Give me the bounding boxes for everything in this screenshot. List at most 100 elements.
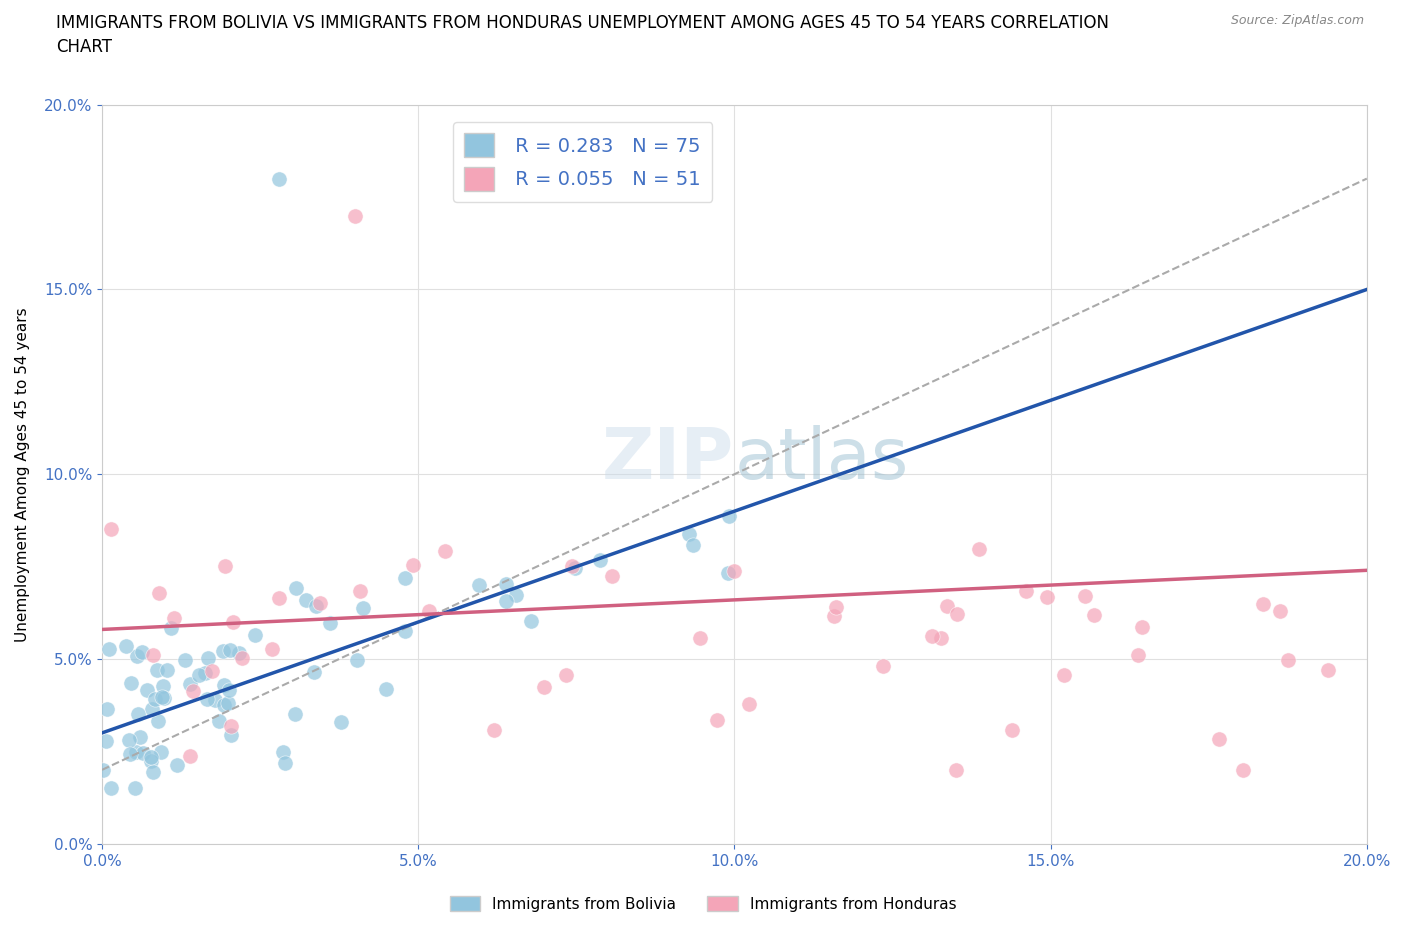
Point (118, 747, 141, 762)
Point (1251, 597, 1274, 612)
Point (295, 592, 318, 607)
Point (1277, 653, 1299, 668)
Point (200, 664, 222, 679)
Point (1015, 584, 1038, 599)
Point (125, 745, 148, 760)
Point (141, 750, 163, 764)
Point (495, 577, 517, 591)
Point (222, 615, 245, 630)
Point (533, 680, 555, 695)
Point (433, 544, 456, 559)
Point (212, 698, 235, 712)
Point (96, 702, 118, 717)
Point (143, 692, 166, 707)
Point (1053, 668, 1076, 683)
Point (402, 558, 425, 573)
Point (1130, 620, 1153, 635)
Point (302, 664, 325, 679)
Point (564, 560, 586, 575)
Point (936, 599, 959, 614)
Point (319, 615, 342, 630)
Point (394, 571, 416, 586)
Point (561, 558, 583, 573)
Point (1036, 590, 1059, 604)
Point (132, 745, 155, 760)
Point (375, 682, 398, 697)
Point (271, 745, 294, 760)
Point (738, 697, 761, 711)
Point (163, 610, 186, 625)
Point (921, 629, 943, 644)
Point (148, 713, 170, 728)
Point (142, 647, 165, 662)
Point (160, 620, 183, 635)
Point (945, 763, 967, 777)
Point (141, 764, 163, 779)
Point (218, 683, 240, 698)
Point (418, 604, 440, 618)
Point (221, 719, 243, 734)
Point (152, 678, 174, 693)
Point (96, 733, 118, 748)
Point (349, 584, 371, 599)
Point (267, 591, 290, 606)
Point (212, 677, 235, 692)
Point (118, 733, 141, 748)
Legend: Immigrants from Bolivia, Immigrants from Honduras: Immigrants from Bolivia, Immigrants from… (443, 889, 963, 918)
Point (91, 763, 114, 777)
Point (179, 676, 201, 691)
Point (717, 508, 740, 523)
Point (136, 683, 159, 698)
Point (1317, 663, 1340, 678)
Point (305, 599, 328, 614)
Point (329, 715, 352, 730)
Point (131, 644, 153, 659)
Point (872, 658, 894, 673)
Point (146, 663, 169, 678)
Point (228, 645, 250, 660)
Point (520, 614, 543, 629)
Point (195, 692, 218, 707)
Point (166, 758, 188, 773)
Point (204, 692, 226, 707)
Point (967, 542, 990, 557)
Point (468, 578, 491, 592)
Text: ZIP: ZIP (602, 425, 734, 494)
Point (946, 606, 969, 621)
Point (505, 587, 527, 602)
Point (1126, 648, 1149, 663)
Point (284, 580, 307, 595)
Point (823, 608, 845, 623)
Point (346, 653, 368, 668)
Point (153, 690, 176, 705)
Point (115, 638, 138, 653)
Point (689, 631, 711, 646)
Point (243, 628, 266, 643)
Point (129, 729, 152, 744)
Point (120, 675, 142, 690)
Point (1001, 723, 1024, 737)
Point (352, 601, 374, 616)
Point (212, 644, 235, 658)
Point (589, 552, 612, 567)
Text: Source: ZipAtlas.com: Source: ZipAtlas.com (1230, 14, 1364, 27)
Point (181, 684, 204, 698)
Point (218, 696, 240, 711)
Point (188, 668, 211, 683)
Point (125, 649, 148, 664)
Point (284, 706, 307, 721)
Point (308, 596, 330, 611)
Point (208, 714, 231, 729)
Point (156, 663, 179, 678)
Point (141, 702, 163, 717)
Point (706, 712, 728, 727)
Point (141, 753, 163, 768)
Point (678, 527, 700, 542)
Point (260, 642, 283, 657)
Legend:  R = 0.283   N = 75,  R = 0.055   N = 51: R = 0.283 N = 75, R = 0.055 N = 51 (453, 122, 713, 203)
Point (273, 755, 295, 770)
Point (179, 748, 201, 763)
Point (127, 707, 149, 722)
Point (555, 668, 578, 683)
Point (1232, 763, 1254, 777)
